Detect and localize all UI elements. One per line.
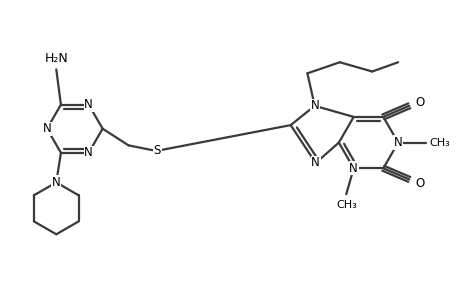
Text: N: N xyxy=(43,122,51,135)
Text: O: O xyxy=(415,96,424,109)
Text: CH₃: CH₃ xyxy=(335,200,356,210)
Text: N: N xyxy=(52,176,61,189)
Text: CH₃: CH₃ xyxy=(429,138,449,148)
Text: H₂N: H₂N xyxy=(45,52,68,65)
Text: O: O xyxy=(415,177,424,190)
Text: N: N xyxy=(311,157,319,169)
Text: S: S xyxy=(153,144,161,158)
Text: N: N xyxy=(393,136,402,149)
Text: N: N xyxy=(84,146,93,159)
Text: N: N xyxy=(310,99,319,112)
Text: N: N xyxy=(348,162,357,175)
Text: N: N xyxy=(84,98,93,111)
